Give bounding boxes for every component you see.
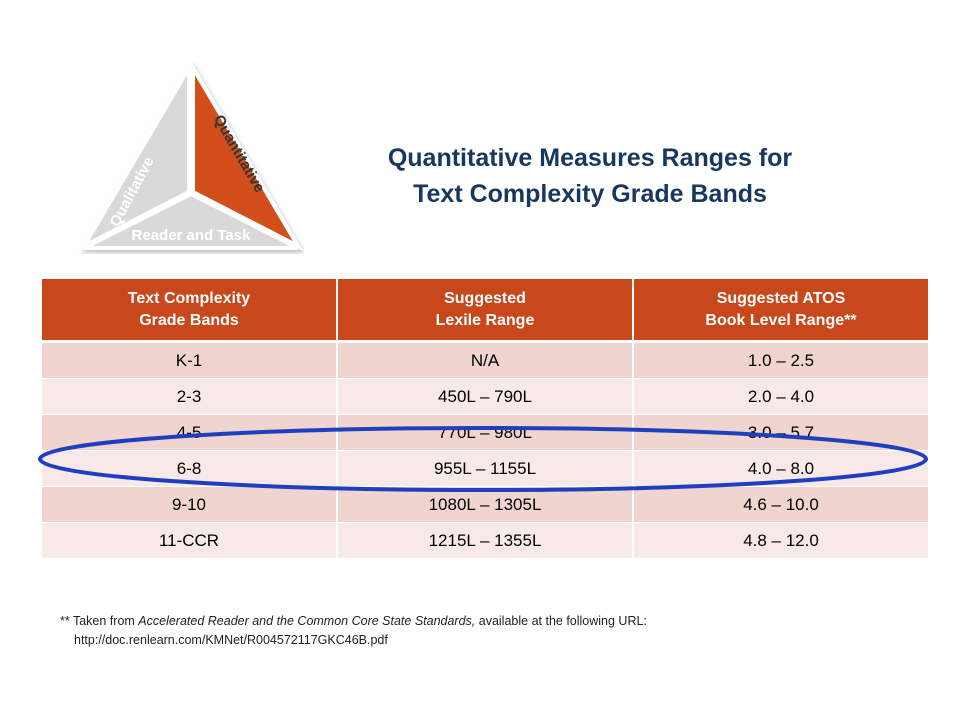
footnote-source-title: Accelerated Reader and the Common Core S… [138,614,476,628]
lexile-cell: 955L – 1155L [336,450,634,487]
page-title: Quantitative Measures Ranges for Text Co… [340,140,840,212]
atos-cell: 4.0 – 8.0 [632,450,930,487]
header-grade-bands: Text Complexity Grade Bands [40,279,338,343]
grade-cell: 11-CCR [40,522,338,559]
footnote-line-1: ** Taken from Accelerated Reader and the… [60,614,647,628]
table-header-row: Text Complexity Grade Bands Suggested Le… [40,279,930,343]
lexile-cell: N/A [336,341,634,379]
table-row-highlighted: 4-5 770L – 980L 3.0 – 5.7 [40,414,930,451]
footnote: ** Taken from Accelerated Reader and the… [60,612,920,650]
grade-band-ranges-table: Text Complexity Grade Bands Suggested Le… [40,279,930,559]
table-row: 2-3 450L – 790L 2.0 – 4.0 [40,378,930,415]
grade-cell: K-1 [40,341,338,379]
table-row: 11-CCR 1215L – 1355L 4.8 – 12.0 [40,522,930,559]
lexile-cell: 450L – 790L [336,378,634,415]
atos-cell: 4.8 – 12.0 [632,522,930,559]
title-line-2: Text Complexity Grade Bands [413,180,767,208]
atos-cell: 2.0 – 4.0 [632,378,930,415]
title-line-1: Quantitative Measures Ranges for [387,144,793,172]
grade-cell: 9-10 [40,486,338,523]
lexile-cell: 1080L – 1305L [336,486,634,523]
table-row: K-1 N/A 1.0 – 2.5 [40,341,930,379]
lexile-cell: 770L – 980L [336,414,634,451]
reader-task-segment [83,191,299,250]
atos-cell: 3.0 – 5.7 [632,414,930,451]
header-lexile-range: Suggested Lexile Range [336,279,634,343]
lexile-cell: 1215L – 1355L [336,522,634,559]
qualitative-segment [78,62,191,251]
grade-cell: 2-3 [40,378,338,415]
quantitative-segment [191,62,304,251]
grade-cell: 6-8 [40,450,338,487]
atos-cell: 4.6 – 10.0 [632,486,930,523]
text-complexity-triangle-logo: Qualitative Quantitative Reader and Task [78,62,304,251]
reader-task-label: Reader and Task [132,227,252,244]
table-row: 6-8 955L – 1155L 4.0 – 8.0 [40,450,930,487]
header-atos-range: Suggested ATOS Book Level Range** [632,279,930,343]
atos-cell: 1.0 – 2.5 [632,341,930,379]
grade-cell: 4-5 [40,414,338,451]
footnote-url: http://doc.renlearn.com/KMNet/R004572117… [74,633,388,647]
table-row: 9-10 1080L – 1305L 4.6 – 10.0 [40,486,930,523]
